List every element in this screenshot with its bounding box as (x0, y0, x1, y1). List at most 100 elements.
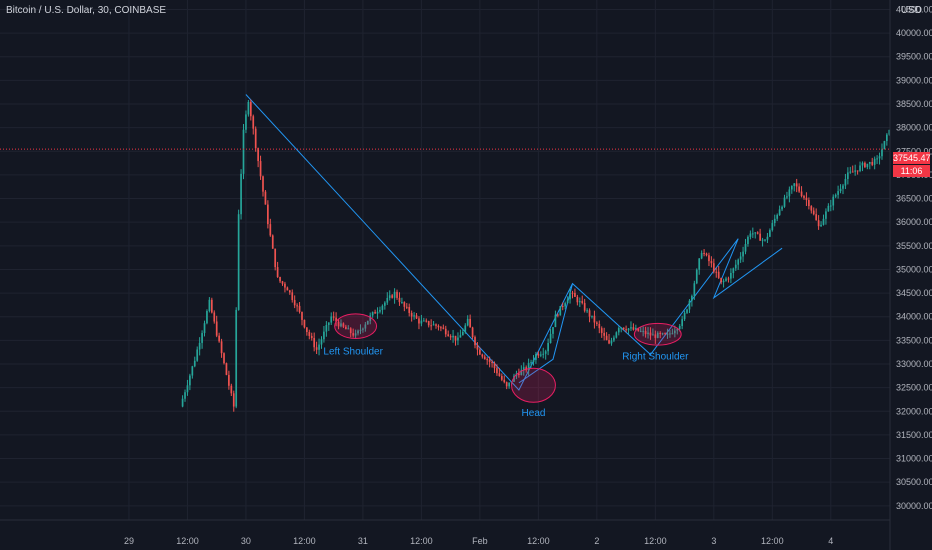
price-axis[interactable]: 30000.00 30500.00 31000.00 31500.00 32000.00… (889, 0, 932, 550)
candle-body (664, 333, 666, 335)
candle-body (383, 302, 386, 306)
pattern-trendline (245, 94, 783, 391)
candle-body (593, 315, 596, 323)
candle-body (323, 331, 325, 340)
candle-body (198, 342, 201, 350)
candle-body (859, 165, 861, 172)
candle-body (698, 258, 701, 270)
time-tick-label: 12:00 (410, 536, 433, 546)
time-tick-label: 31 (358, 536, 368, 546)
candle-body (783, 197, 786, 207)
candle-body (617, 328, 620, 333)
candle-body (267, 204, 269, 225)
candle-body (230, 385, 233, 394)
candle-body (218, 335, 220, 342)
candle-body (644, 330, 647, 335)
candle-body (737, 259, 740, 265)
candle-body (786, 196, 788, 198)
candle-body (613, 337, 615, 341)
candle-body (464, 325, 467, 332)
candle-body (288, 290, 291, 293)
time-axis[interactable]: 29 12:00 30 12:00 31 12:00 Feb 12:00 2 12:00 3 12:0… (0, 519, 890, 546)
candle-body (318, 344, 320, 350)
candle-body (700, 252, 703, 259)
candle-body (203, 323, 206, 334)
candle-body (817, 220, 820, 227)
candle-body (459, 335, 462, 338)
candle-body (586, 310, 588, 312)
candle-body (564, 303, 567, 307)
candle-body (379, 309, 381, 312)
candle-body (851, 171, 854, 173)
candle-body (471, 327, 474, 338)
pattern-ellipses[interactable] (334, 313, 682, 403)
pattern-ellipse (633, 322, 682, 346)
candle-body (364, 324, 367, 329)
head-and-shoulders-trendlines[interactable] (245, 94, 783, 391)
candle-body (756, 232, 759, 234)
candle-body (313, 338, 316, 348)
candle-body (206, 311, 208, 324)
candle-body (790, 185, 793, 190)
candle-body (542, 353, 545, 355)
candle-body (581, 301, 584, 304)
candle-body (257, 148, 259, 162)
candle-body (293, 300, 296, 306)
candle-body (549, 333, 552, 344)
time-tick-label: 12:00 (293, 536, 316, 546)
bar-countdown: 11:06 (893, 165, 930, 177)
candle-body (535, 354, 537, 360)
candle-body (754, 232, 757, 234)
price-tick-label: 30500.00 (896, 477, 932, 487)
candle-body (656, 332, 659, 338)
price-axis-background (890, 0, 932, 550)
candle-body (286, 287, 289, 291)
candle-body (374, 312, 376, 314)
candle-body (734, 264, 737, 269)
candle-body (771, 223, 774, 231)
candle-body (210, 299, 213, 313)
candle-body (303, 319, 306, 328)
candle-body (773, 218, 776, 224)
time-tick-label: 12:00 (644, 536, 667, 546)
candle-body (795, 183, 798, 187)
candle-body (503, 379, 506, 383)
candle-body (554, 314, 557, 328)
candle-body (491, 361, 493, 364)
candle-body (600, 328, 603, 333)
candle-body (430, 325, 433, 327)
candle-body (881, 149, 883, 157)
candle-body (410, 312, 413, 317)
candle-body (357, 330, 359, 334)
candle-body (854, 170, 857, 172)
price-tick-label: 34000.00 (896, 312, 932, 322)
candle-body (408, 307, 411, 313)
candle-body (637, 327, 640, 332)
candle-body (340, 323, 342, 327)
price-tick-label: 40500.00 (896, 4, 932, 14)
candle-body (856, 170, 859, 172)
candle-body (440, 327, 442, 329)
pattern-ellipse (334, 313, 378, 339)
price-tick-label: 33000.00 (896, 359, 932, 369)
candle-body (681, 319, 684, 326)
candle-body (184, 392, 186, 399)
candle-body (868, 161, 871, 164)
candle-body (269, 224, 272, 236)
candle-body (437, 325, 440, 328)
candle-body (310, 335, 313, 339)
candle-body (871, 161, 874, 165)
candle-body (712, 263, 715, 272)
candle-body (259, 161, 262, 177)
candle-body (232, 393, 235, 407)
candle-body (720, 277, 722, 283)
candle-body (622, 327, 625, 330)
candle-body (749, 233, 752, 237)
candle-body (457, 337, 459, 341)
candle-body (522, 367, 525, 370)
candle-body (688, 300, 691, 310)
candle-body (391, 295, 394, 298)
candle-body (559, 306, 562, 316)
candle-body (676, 329, 679, 331)
